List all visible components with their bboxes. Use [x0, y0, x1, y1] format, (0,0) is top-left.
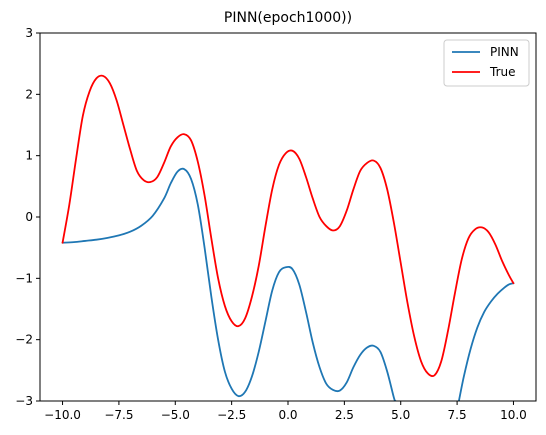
x-tick-label: 7.5	[448, 408, 467, 422]
series-line-pinn-segment-2	[457, 282, 515, 401]
x-axis: −10.0 −7.5 −5.0 −2.5 0.0 2.5 5.0 7.5 10.0	[44, 401, 527, 422]
y-tick-label: 3	[25, 26, 33, 40]
legend-pinn-label: PINN	[490, 45, 519, 59]
y-tick-label: −1	[15, 271, 33, 285]
series-line-true	[61, 74, 515, 378]
chart-title: PINN(epoch1000))	[224, 10, 352, 26]
y-tick-label: 2	[25, 87, 33, 101]
y-tick-label: −2	[15, 333, 33, 347]
x-tick-label: 0.0	[278, 408, 297, 422]
x-tick-label: −2.5	[217, 408, 246, 422]
x-tick-label: 5.0	[391, 408, 410, 422]
y-axis: −3 −2 −1 0 1 2 3	[15, 26, 40, 408]
legend-true-label: True	[489, 65, 516, 79]
series-line-pinn	[61, 167, 397, 401]
legend: PINN True	[443, 39, 530, 87]
x-tick-label: −10.0	[44, 408, 81, 422]
x-tick-label: −5.0	[161, 408, 190, 422]
x-tick-label: 10.0	[500, 408, 527, 422]
y-tick-label: −3	[15, 394, 33, 408]
y-tick-label: 0	[25, 210, 33, 224]
y-tick-label: 1	[25, 149, 33, 163]
x-tick-label: −7.5	[104, 408, 133, 422]
plot-frame	[39, 32, 537, 402]
series-layer	[61, 74, 515, 401]
x-tick-label: 2.5	[335, 408, 354, 422]
